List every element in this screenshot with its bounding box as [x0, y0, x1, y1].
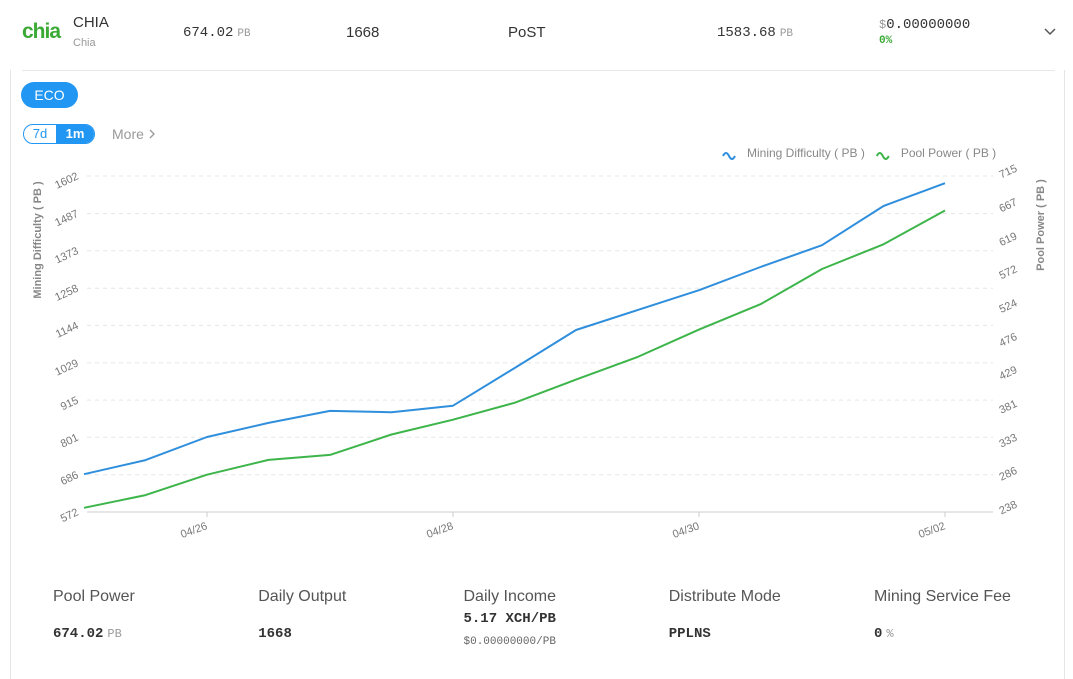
stat-value: 0%	[874, 626, 894, 642]
y2-tick-label: 667	[997, 197, 1019, 216]
value: 0	[874, 626, 883, 642]
y2-tick-label: 286	[997, 465, 1019, 484]
y2-tick-label: 238	[997, 499, 1019, 518]
y2-tick-label: 619	[997, 230, 1019, 249]
legend-icon	[722, 152, 736, 160]
more-button[interactable]: More	[112, 126, 156, 142]
stat-value: 5.17 XCH/PB	[464, 611, 556, 627]
stat-label: Distribute Mode	[668, 588, 781, 605]
value: 1583.68	[717, 25, 776, 41]
y-tick-label: 1602	[53, 170, 80, 191]
x-tick-label: 04/28	[425, 520, 455, 540]
stat-value: PPLNS	[669, 626, 711, 642]
pool-power: 674.02 PB	[183, 25, 251, 41]
stat-label: Daily Income	[463, 588, 556, 605]
unit: PB	[237, 28, 251, 40]
card	[10, 70, 1065, 679]
y2-tick-label: 715	[997, 163, 1019, 182]
y2-tick-label: 381	[997, 398, 1019, 417]
period-7d[interactable]: 7d	[32, 126, 48, 141]
chevron	[149, 129, 155, 139]
y-tick-label: 915	[59, 395, 81, 414]
stat-label: Pool Power	[53, 588, 135, 605]
expand-icon[interactable]	[1043, 26, 1057, 38]
stat-value: 1668	[258, 626, 292, 642]
separator	[22, 70, 1055, 71]
y-tick-label: 801	[59, 432, 81, 451]
stat-label: Mining Service Fee	[874, 588, 1011, 605]
y-tick-label: 686	[59, 469, 81, 488]
logo: chia	[22, 20, 61, 43]
y2-tick-label: 333	[997, 432, 1019, 451]
y2-tick-label: 429	[997, 364, 1019, 383]
period-1m[interactable]: 1m	[56, 125, 94, 143]
stat-label: Daily Output	[258, 588, 347, 605]
stat-sub: $0.00000000/PB	[463, 636, 556, 648]
y-tick-label: 572	[59, 506, 81, 525]
value: PPLNS	[668, 626, 711, 642]
value: 674.02	[183, 25, 234, 41]
value: 1668	[258, 626, 292, 642]
difficulty: 1583.68 PB	[717, 25, 793, 41]
series-line	[83, 209, 946, 509]
value: 0.00000000	[886, 17, 971, 33]
x-tick-label: 04/26	[179, 520, 209, 540]
legend: Mining Difficulty ( PB ) Pool Power ( PB …	[722, 146, 996, 160]
coin-subname: Chia	[73, 37, 96, 49]
stat-value: 674.02 PB	[53, 626, 122, 642]
algorithm: PoST	[508, 24, 546, 41]
legend-label: Mining Difficulty ( PB )	[747, 146, 865, 160]
x-tick-label: 05/02	[917, 520, 947, 540]
daily-output: 1668	[346, 24, 380, 41]
more-label: More	[112, 126, 144, 142]
chart: 572 686 801 915 1029 1144 1258 1373 1487 1602 238 2…	[32, 146, 1047, 540]
y-tick-label: 1144	[54, 320, 81, 341]
y-tick-label: 1029	[53, 357, 80, 378]
unit: PB	[779, 28, 794, 40]
period-switch: 7d 1m	[23, 124, 95, 144]
coin-name: CHIA	[73, 14, 109, 31]
unit: PB	[107, 627, 122, 641]
legend-icon	[875, 152, 890, 160]
y-tick-label: 1373	[53, 245, 80, 266]
y-tick-label: 1258	[53, 283, 80, 304]
legend-label: Pool Power ( PB )	[901, 146, 996, 160]
y-tick-label: 1487	[53, 208, 80, 229]
eco-tab[interactable]: ECO	[21, 82, 78, 108]
unit: %	[886, 627, 894, 641]
value: 674.02	[53, 626, 104, 642]
y2-tick-label: 524	[997, 297, 1019, 316]
y2-tick-label: 476	[997, 331, 1019, 350]
value: 5.17 XCH/PB	[463, 611, 556, 627]
currency: $	[879, 18, 887, 32]
y2-tick-label: 572	[997, 263, 1019, 282]
y2-axis-label: Pool Power ( PB )	[1035, 179, 1047, 271]
series-line	[83, 182, 946, 476]
y-axis-label: Mining Difficulty ( PB )	[32, 181, 44, 299]
x-tick-label: 04/30	[671, 520, 701, 540]
change: 0%	[879, 35, 893, 47]
price: $0.00000000	[879, 17, 970, 33]
